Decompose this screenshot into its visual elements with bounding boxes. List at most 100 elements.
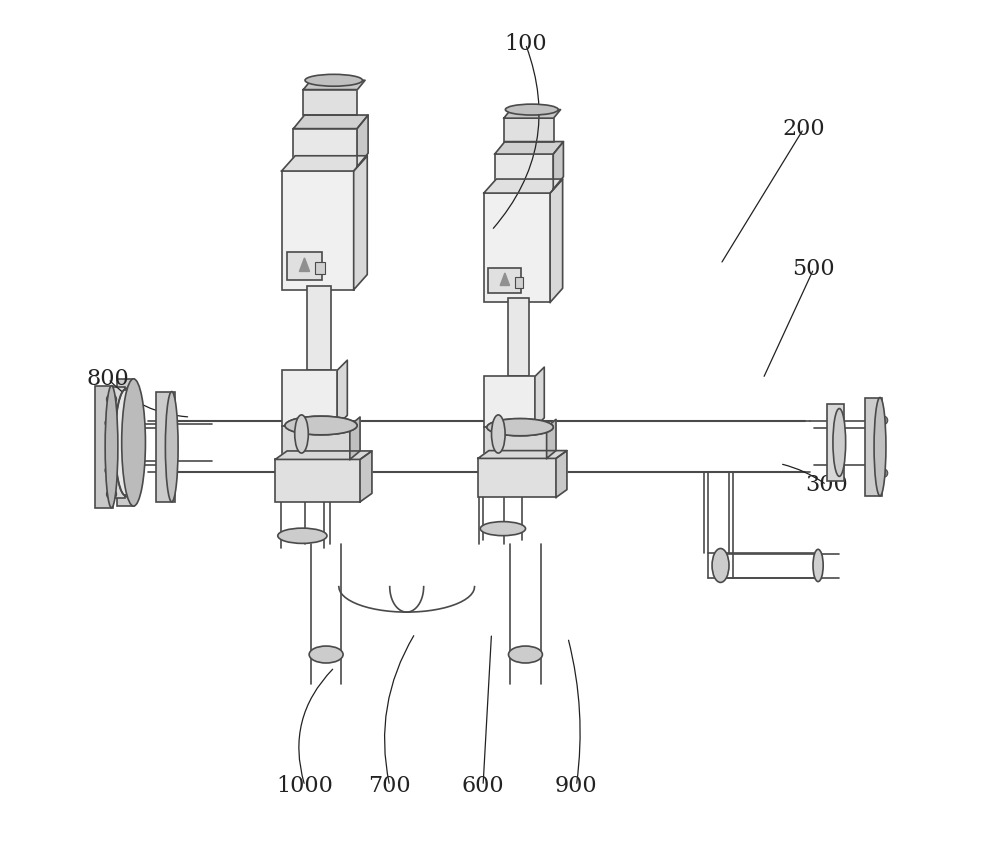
Circle shape bbox=[105, 465, 115, 476]
Polygon shape bbox=[350, 417, 360, 460]
Circle shape bbox=[117, 456, 128, 466]
Circle shape bbox=[126, 403, 136, 413]
Bar bbox=[156, 391, 175, 502]
Polygon shape bbox=[495, 141, 563, 154]
Circle shape bbox=[120, 399, 130, 409]
Polygon shape bbox=[500, 273, 510, 285]
Circle shape bbox=[834, 420, 843, 429]
Bar bbox=[827, 404, 844, 481]
Polygon shape bbox=[275, 451, 372, 460]
Polygon shape bbox=[547, 420, 556, 459]
Polygon shape bbox=[550, 179, 563, 302]
Polygon shape bbox=[360, 451, 372, 502]
Circle shape bbox=[876, 469, 884, 477]
Bar bbox=[484, 193, 550, 302]
Circle shape bbox=[106, 394, 117, 404]
Bar bbox=[508, 298, 529, 376]
Circle shape bbox=[834, 456, 843, 465]
Circle shape bbox=[876, 416, 884, 425]
Circle shape bbox=[836, 420, 844, 429]
Polygon shape bbox=[337, 360, 347, 426]
Ellipse shape bbox=[305, 74, 362, 86]
Ellipse shape bbox=[505, 104, 558, 115]
Text: 700: 700 bbox=[368, 775, 411, 797]
Text: 1000: 1000 bbox=[276, 775, 333, 797]
Circle shape bbox=[879, 469, 888, 477]
Bar bbox=[307, 286, 331, 370]
Ellipse shape bbox=[278, 528, 327, 544]
Polygon shape bbox=[303, 80, 365, 89]
Text: 900: 900 bbox=[555, 775, 598, 797]
Ellipse shape bbox=[492, 415, 505, 453]
Circle shape bbox=[126, 472, 136, 483]
Polygon shape bbox=[478, 451, 567, 459]
Ellipse shape bbox=[874, 397, 886, 496]
Text: 600: 600 bbox=[462, 775, 504, 797]
Circle shape bbox=[120, 476, 130, 486]
Circle shape bbox=[836, 456, 844, 465]
Polygon shape bbox=[504, 110, 561, 118]
Polygon shape bbox=[553, 141, 563, 189]
Ellipse shape bbox=[813, 550, 823, 581]
Ellipse shape bbox=[833, 408, 846, 477]
Bar bbox=[484, 427, 547, 459]
Bar bbox=[293, 129, 357, 167]
Bar bbox=[865, 397, 882, 496]
Polygon shape bbox=[299, 258, 310, 271]
Polygon shape bbox=[293, 115, 368, 129]
Ellipse shape bbox=[487, 419, 553, 436]
Ellipse shape bbox=[309, 646, 343, 663]
Bar bbox=[282, 171, 354, 290]
Bar bbox=[495, 154, 553, 189]
Polygon shape bbox=[357, 115, 368, 167]
Polygon shape bbox=[484, 179, 563, 193]
Text: 800: 800 bbox=[87, 368, 129, 390]
Ellipse shape bbox=[115, 390, 135, 495]
Circle shape bbox=[123, 456, 133, 466]
Bar bbox=[478, 459, 556, 498]
Ellipse shape bbox=[295, 415, 308, 453]
Circle shape bbox=[108, 465, 118, 476]
Ellipse shape bbox=[508, 646, 542, 663]
Polygon shape bbox=[535, 367, 544, 427]
Circle shape bbox=[131, 472, 141, 483]
Bar bbox=[275, 460, 360, 502]
Circle shape bbox=[105, 418, 115, 428]
Circle shape bbox=[879, 416, 888, 425]
Text: 200: 200 bbox=[782, 117, 825, 140]
Circle shape bbox=[108, 418, 118, 428]
Circle shape bbox=[318, 420, 324, 427]
Circle shape bbox=[131, 403, 141, 413]
Circle shape bbox=[117, 419, 128, 428]
Circle shape bbox=[336, 420, 343, 427]
Ellipse shape bbox=[165, 391, 178, 502]
Ellipse shape bbox=[122, 379, 145, 506]
Bar bbox=[287, 253, 322, 280]
Bar bbox=[515, 277, 523, 288]
Bar bbox=[488, 268, 521, 293]
Text: 500: 500 bbox=[793, 258, 835, 280]
Bar bbox=[303, 89, 357, 115]
Circle shape bbox=[534, 422, 540, 429]
Bar bbox=[282, 370, 337, 426]
Circle shape bbox=[517, 422, 523, 429]
Polygon shape bbox=[282, 156, 367, 171]
Bar bbox=[484, 376, 535, 427]
Bar bbox=[315, 262, 325, 274]
Circle shape bbox=[106, 489, 117, 500]
Ellipse shape bbox=[285, 416, 357, 435]
Text: 300: 300 bbox=[805, 474, 848, 496]
Polygon shape bbox=[556, 451, 567, 498]
Bar bbox=[110, 387, 125, 498]
Bar bbox=[282, 426, 350, 460]
Ellipse shape bbox=[480, 522, 526, 535]
Bar bbox=[95, 386, 113, 508]
Circle shape bbox=[299, 420, 306, 427]
Circle shape bbox=[123, 419, 133, 428]
Circle shape bbox=[500, 422, 506, 429]
Polygon shape bbox=[354, 156, 367, 290]
Text: 100: 100 bbox=[504, 33, 547, 54]
Ellipse shape bbox=[712, 549, 729, 582]
Bar bbox=[117, 379, 134, 506]
Bar bbox=[504, 118, 554, 141]
